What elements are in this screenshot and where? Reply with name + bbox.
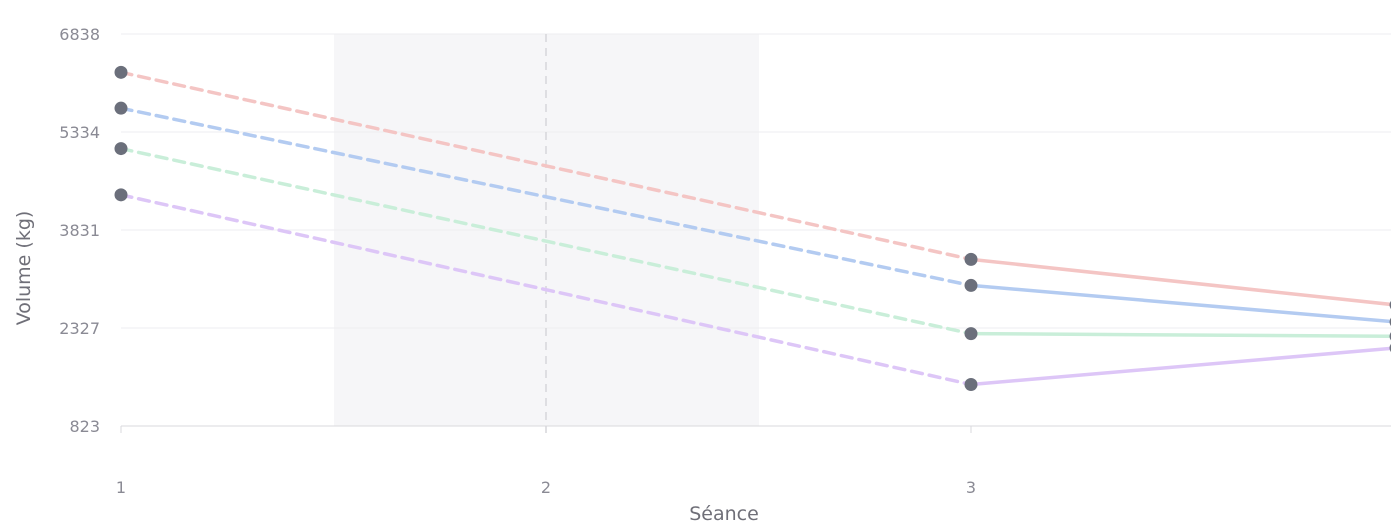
series-segment-dashed (119, 70, 973, 262)
y-axis-label: Volume (kg) (13, 211, 35, 326)
x-tick-label: 2 (541, 478, 551, 497)
x-tick-label: 1 (116, 478, 126, 497)
series-segment (969, 346, 1391, 387)
y-tick-label: 2327 (59, 319, 100, 338)
data-point-marker (964, 278, 978, 292)
data-point-marker (114, 101, 128, 115)
data-point-marker (964, 377, 978, 391)
data-point-marker (114, 65, 128, 79)
data-point-marker (964, 327, 978, 341)
y-tick-label: 823 (69, 417, 100, 436)
x-tick-label: 3 (966, 478, 976, 497)
data-point-marker (114, 142, 128, 156)
grid-lines (120, 33, 1391, 433)
series-segment (969, 283, 1391, 324)
y-tick-label: 5334 (59, 123, 100, 142)
series-segment-dashed (119, 146, 973, 336)
y-axis-ticks: 823 2327 3831 5334 6838 (59, 25, 100, 436)
y-tick-label: 6838 (59, 25, 100, 44)
data-point-marker (114, 188, 128, 202)
x-axis-ticks: 1234 (116, 478, 1391, 497)
series-markers (114, 65, 1391, 391)
series-segment-dashed (119, 106, 973, 288)
series-segment (969, 331, 1391, 338)
data-point-marker (964, 252, 978, 266)
series-lines (119, 70, 1391, 387)
series-segment-dashed (119, 193, 973, 387)
x-axis-label: Séance (689, 503, 759, 524)
series-segment (969, 257, 1391, 307)
y-tick-label: 3831 (59, 221, 100, 240)
